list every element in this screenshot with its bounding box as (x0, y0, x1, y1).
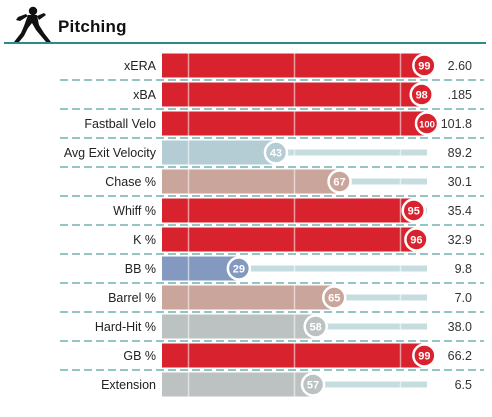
category-label: Whiff % (113, 204, 156, 218)
percentile-bar (162, 53, 425, 78)
percentile-bar (162, 227, 417, 252)
percentile-marker (226, 256, 252, 281)
category-label: xERA (124, 59, 157, 73)
section-title: Pitching (58, 17, 127, 36)
category-label: Avg Exit Velocity (64, 146, 157, 160)
percentile-bar (162, 82, 422, 107)
percentile-marker (401, 198, 426, 223)
stat-value: 35.4 (448, 204, 472, 218)
category-label: Chase % (105, 175, 156, 189)
category-label: xBA (133, 88, 157, 102)
percentile-marker (303, 314, 328, 339)
percentile-label: 58 (310, 322, 322, 334)
stat-value: 6.5 (455, 378, 472, 392)
category-label: Extension (101, 378, 156, 392)
percentile-marker (322, 285, 347, 310)
percentile-label: 67 (333, 177, 345, 189)
percentile-bar (162, 140, 276, 165)
percentile-label: 96 (410, 235, 422, 247)
percentile-label: 29 (233, 264, 245, 276)
category-label: K % (133, 233, 156, 247)
percentile-chart: xERA 99 2.60 xBA 98 .185 Fastball Velo 100 101.8… (60, 53, 484, 397)
pitcher-icon (10, 6, 52, 44)
percentile-marker (409, 82, 434, 107)
percentile-label: 43 (270, 148, 282, 160)
percentile-bar (162, 198, 414, 223)
percentile-label: 99 (418, 61, 430, 73)
percentile-marker (414, 111, 440, 136)
stat-value: 38.0 (448, 320, 472, 334)
category-label: GB % (123, 349, 156, 363)
category-label: Barrel % (108, 291, 156, 305)
percentile-bar (162, 372, 314, 397)
stat-value: 9.8 (455, 262, 472, 276)
percentile-bar (162, 285, 335, 310)
percentile-label: 95 (408, 206, 420, 218)
stat-value: 7.0 (455, 291, 472, 305)
percentile-bar (162, 169, 340, 194)
category-label: Hard-Hit % (95, 320, 156, 334)
stat-value: 89.2 (448, 146, 472, 160)
percentile-bar (162, 256, 239, 281)
percentile-bar (162, 343, 425, 368)
percentile-marker (404, 227, 429, 252)
percentile-marker (327, 169, 352, 194)
title-underline (4, 42, 486, 44)
percentile-label: 57 (307, 380, 319, 392)
percentile-label: 98 (416, 90, 428, 102)
percentile-marker (412, 343, 437, 368)
percentile-label: 65 (328, 293, 340, 305)
category-label: BB % (125, 262, 156, 276)
stat-value: 30.1 (448, 175, 472, 189)
stat-value: 2.60 (448, 59, 472, 73)
percentile-bar (162, 314, 316, 339)
percentile-marker (412, 53, 437, 78)
percentile-marker (263, 140, 289, 165)
stat-value: 66.2 (448, 349, 472, 363)
percentile-marker (300, 372, 326, 397)
section-header: Pitching (0, 0, 492, 44)
stat-value: 32.9 (448, 233, 472, 247)
stat-value: 101.8 (441, 117, 472, 131)
percentile-label: 99 (418, 351, 430, 363)
category-label: Fastball Velo (84, 117, 156, 131)
stat-value: .185 (448, 88, 472, 102)
percentile-label: 100 (419, 120, 435, 131)
